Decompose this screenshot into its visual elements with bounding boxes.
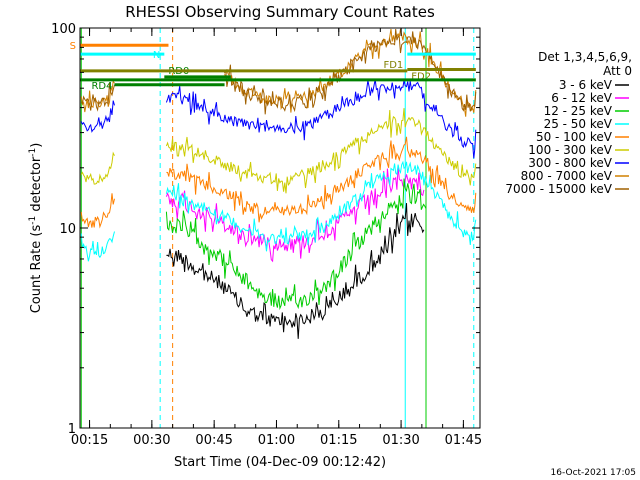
x-tick-label: 00:15 <box>71 433 108 448</box>
series-line <box>80 193 115 229</box>
footer-date: 16-Oct-2021 17:05 <box>551 468 636 478</box>
y-axis-label: Count Rate (s-1 detector-1) <box>28 143 44 314</box>
y-axis-label-superscript: -1 <box>28 216 38 225</box>
series-line <box>165 79 477 159</box>
chart-title: RHESSI Observing Summary Count Rates <box>125 3 435 21</box>
series-line <box>80 231 115 262</box>
y-axis-label-superscript: -1 <box>28 148 38 157</box>
series-line <box>80 82 115 112</box>
series-line <box>80 151 115 185</box>
x-tick-label: 01:45 <box>445 433 482 448</box>
flag-label: FD2 <box>411 72 431 83</box>
y-axis-label-part: ) <box>29 143 44 148</box>
series-line <box>224 28 477 115</box>
flag-label: FD1 <box>383 60 403 71</box>
legend-entry-label: 7000 - 15000 keV <box>505 182 612 196</box>
legend-entry-label: 12 - 25 keV <box>544 104 613 118</box>
x-tick-label: 01:00 <box>258 433 295 448</box>
series-line <box>166 203 425 339</box>
legend-entry-label: 6 - 12 keV <box>551 91 613 105</box>
legend-title-line: Det 1,3,4,5,6,9, <box>538 50 632 64</box>
flag-label: RD4 <box>91 81 112 92</box>
series-line <box>165 178 427 311</box>
series-line <box>80 79 115 113</box>
legend-entry-label: 100 - 300 keV <box>528 143 612 157</box>
legend-title-line: Att 0 <box>603 64 632 78</box>
x-axis-label: Start Time (04-Dec-09 00:12:42) <box>174 455 386 470</box>
x-tick-label: 01:15 <box>320 433 357 448</box>
flag-label: N <box>153 50 160 61</box>
series-line <box>165 165 425 263</box>
y-tick-label: 100 <box>51 22 76 37</box>
legend-entry-label: 800 - 7000 keV <box>521 169 613 183</box>
series-line <box>165 160 477 252</box>
x-tick-label: 01:30 <box>382 433 419 448</box>
axes: 00:15 00:30 00:45 01:00 01:15 01:30 01:45 1 10 10… <box>51 22 482 448</box>
legend-entry-label: 50 - 100 keV <box>536 130 613 144</box>
y-axis-label-part: detector <box>29 156 44 216</box>
y-tick-label: 10 <box>59 222 76 237</box>
series-line <box>166 136 477 223</box>
x-tick-label: 00:45 <box>195 433 232 448</box>
series-line <box>165 108 477 194</box>
legend-entry-label: 300 - 800 keV <box>528 156 612 170</box>
y-tick-label: 1 <box>68 422 76 437</box>
flag-label: S <box>70 41 76 52</box>
series-line <box>80 100 115 133</box>
series-lines <box>80 28 477 339</box>
legend-entry-label: 25 - 50 keV <box>544 117 613 131</box>
legend-entry-label: 3 - 6 keV <box>559 78 613 92</box>
flag-bars: SNRD0RD4FD1FD2 <box>70 41 476 92</box>
y-axis-label-part: Count Rate (s <box>29 225 44 314</box>
x-tick-label: 00:30 <box>133 433 170 448</box>
